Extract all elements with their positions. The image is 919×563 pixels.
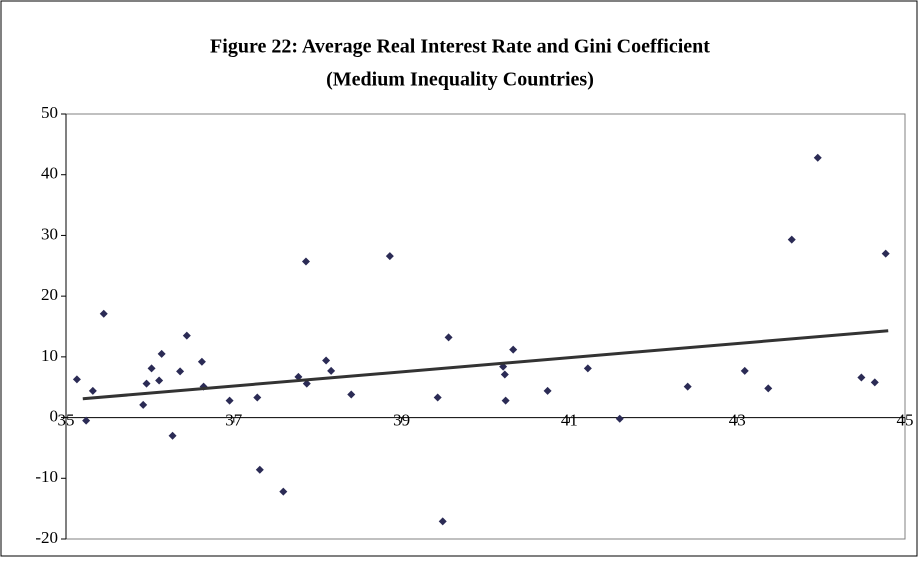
data-point <box>253 393 262 402</box>
data-point <box>322 356 331 365</box>
data-point <box>157 349 166 358</box>
data-point <box>302 379 311 388</box>
x-tick-label: 45 <box>897 410 914 429</box>
data-point <box>88 386 97 395</box>
data-point <box>197 357 206 366</box>
data-point <box>385 252 394 261</box>
y-tick-label: 30 <box>41 224 58 243</box>
data-point <box>501 396 510 405</box>
data-point <box>444 333 453 342</box>
x-tick-label: 43 <box>729 410 746 429</box>
data-point <box>740 366 749 375</box>
data-point <box>255 465 264 474</box>
data-point <box>182 331 191 340</box>
data-point <box>225 396 234 405</box>
y-tick-label: -10 <box>35 467 58 486</box>
data-point <box>147 364 156 373</box>
y-tick-label: 20 <box>41 285 58 304</box>
x-tick-label: 35 <box>58 410 75 429</box>
y-tick-label: 50 <box>41 103 58 122</box>
y-tick-label: 10 <box>41 346 58 365</box>
x-tick-label: 41 <box>561 410 578 429</box>
data-point <box>176 367 185 376</box>
chart-subtitle: (Medium Inequality Countries) <box>326 69 594 91</box>
data-point <box>857 373 866 382</box>
data-point <box>155 376 164 385</box>
data-point <box>438 517 447 526</box>
y-tick-label: -20 <box>35 528 58 547</box>
data-point <box>683 382 692 391</box>
x-tick-label: 39 <box>393 410 410 429</box>
data-point <box>813 153 822 162</box>
data-point <box>327 366 336 375</box>
data-point <box>500 370 509 379</box>
trendline <box>82 329 889 401</box>
data-point <box>142 379 151 388</box>
data-point <box>82 416 91 425</box>
chart-title: Figure 22: Average Real Interest Rate an… <box>210 36 710 58</box>
data-point <box>787 235 796 244</box>
data-point <box>99 309 108 318</box>
data-point <box>139 400 148 409</box>
data-point <box>583 364 592 373</box>
data-point <box>615 414 624 423</box>
x-tick-label: 37 <box>225 410 243 429</box>
data-point <box>433 393 442 402</box>
data-point <box>764 384 773 393</box>
data-point <box>509 345 518 354</box>
data-point <box>543 386 552 395</box>
data-point <box>870 378 879 387</box>
data-point <box>347 390 356 399</box>
y-tick-label: 0 <box>50 406 59 425</box>
data-point <box>881 249 890 258</box>
data-point <box>72 375 81 384</box>
data-point <box>301 257 310 266</box>
data-point <box>279 487 288 496</box>
y-tick-label: 40 <box>41 164 58 183</box>
data-point <box>168 431 177 440</box>
